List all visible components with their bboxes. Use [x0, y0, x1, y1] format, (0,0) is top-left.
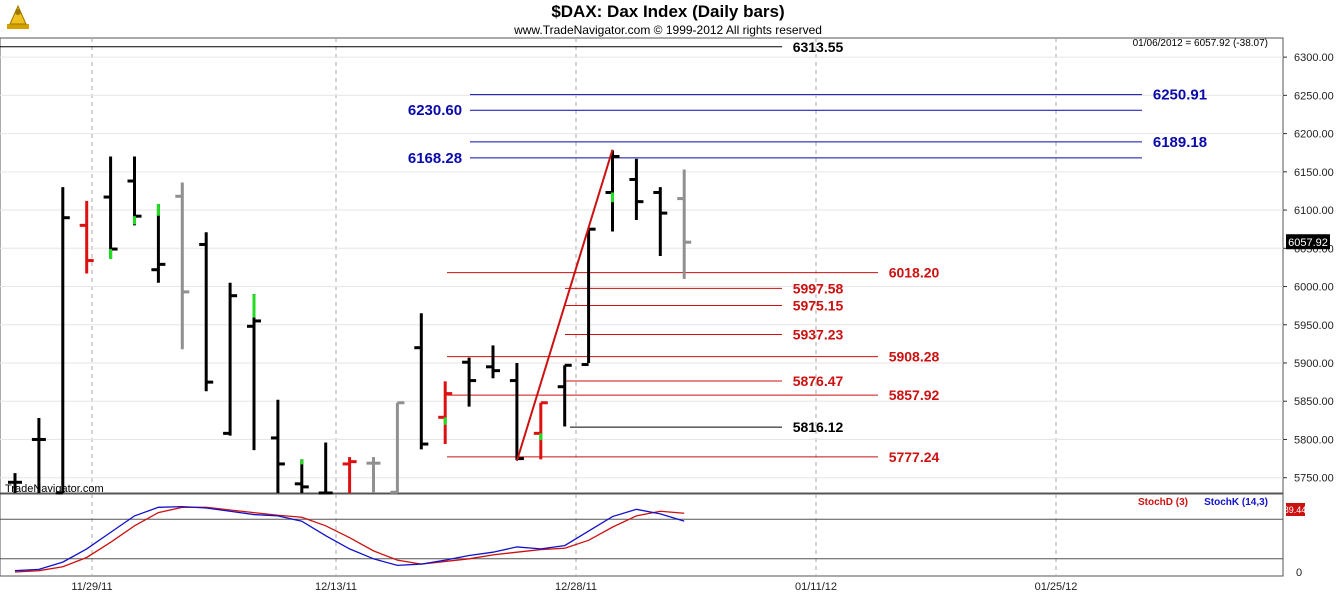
stoch-zero-tick: 0	[1296, 567, 1302, 579]
x-tick-label: 01/11/12	[795, 581, 837, 593]
stoch-panel-frame	[0, 493, 1284, 577]
y-tick-label: 6250.00	[1294, 90, 1334, 102]
ohlc-bar	[270, 399, 285, 493]
level-label: 6250.91	[1153, 87, 1207, 104]
stoch-d-line	[14, 506, 685, 573]
y-tick-label: 6000.00	[1294, 282, 1334, 294]
level-label: 5908.28	[889, 349, 940, 365]
y-tick-label: 6200.00	[1294, 129, 1334, 141]
x-tick-label: 12/28/11	[555, 581, 597, 593]
stoch-readout-text: 89.44	[1284, 505, 1307, 515]
y-tick-label: 5850.00	[1294, 396, 1334, 408]
stoch-k-line	[14, 506, 685, 572]
ohlc-bar	[342, 457, 357, 493]
y-tick-label: 6150.00	[1294, 167, 1334, 179]
price-axis: 6300.006250.006200.006150.006100.006050.…	[1283, 52, 1334, 485]
last-bar-info: 01/06/2012 = 6057.92 (-38.07)	[1133, 38, 1268, 49]
copyright-text: www.TradeNavigator.com © 1999-2012 All r…	[513, 23, 822, 37]
x-tick-label: 11/29/11	[71, 581, 112, 593]
level-label: 6018.20	[889, 265, 940, 281]
ohlc-bar	[79, 200, 94, 274]
y-tick-label: 6300.00	[1294, 52, 1334, 64]
trend-line	[515, 149, 614, 462]
y-tick-label: 5900.00	[1294, 358, 1334, 370]
ohlc-bar	[199, 232, 214, 392]
chart-title: $DAX: Dax Index (Daily bars)	[551, 2, 784, 21]
level-label: 5876.47	[793, 373, 844, 389]
level-label: 5777.24	[889, 449, 940, 465]
ohlc-bar	[533, 401, 548, 460]
stoch-readout: 89.44	[1284, 503, 1307, 516]
ohlc-bar	[175, 182, 190, 350]
ohlc-bar	[103, 156, 118, 259]
stochastic-panel	[14, 506, 685, 573]
ohlc-bar	[605, 150, 620, 232]
ohlc-bar	[581, 227, 596, 367]
level-label: 5997.58	[793, 280, 844, 296]
ohlc-bar	[318, 442, 333, 495]
gridlines	[0, 38, 1283, 576]
ohlc-bar	[438, 381, 453, 445]
date-axis: 11/29/11 12/13/11 12/28/11 01/11/12 01/25/12	[71, 581, 1077, 593]
ohlc-bar	[390, 401, 405, 494]
ohlc-bar	[414, 313, 429, 450]
ohlc-bar	[55, 187, 70, 495]
level-label: 5857.92	[889, 387, 940, 403]
level-label: 5816.12	[793, 419, 844, 435]
ohlc-bar	[366, 457, 381, 493]
ohlc-bar	[151, 203, 166, 283]
ohlc-bar	[247, 294, 261, 451]
ohlc-bar	[8, 473, 22, 493]
last-price-label: 6057.92	[1288, 237, 1328, 249]
price-panel-frame	[0, 37, 1284, 494]
level-label: 5975.15	[793, 298, 844, 314]
stoch-k-legend: StochK (14,3)	[1204, 497, 1268, 508]
y-tick-label: 5950.00	[1294, 320, 1334, 332]
y-tick-label: 6100.00	[1294, 205, 1334, 217]
x-tick-label: 12/13/11	[315, 581, 357, 593]
ohlc-bar	[31, 418, 46, 493]
ohlc-bar	[486, 345, 500, 379]
level-label: 6189.18	[1153, 134, 1207, 151]
ohlc-bar	[127, 156, 142, 226]
level-label: 6313.55	[793, 39, 844, 55]
price-levels: 6313.55 6250.91 6230.60 6189.18 6168.28 6018.…	[0, 39, 1207, 465]
ohlc-bar	[557, 363, 572, 427]
level-label: 6168.28	[408, 150, 462, 167]
ohlc-bar	[677, 169, 692, 279]
ohlc-bar	[653, 187, 668, 256]
last-price-tag: 6057.92	[1286, 234, 1330, 250]
ohlc-bar	[223, 282, 238, 436]
y-tick-label: 5750.00	[1294, 473, 1334, 485]
ohlc-bar	[294, 459, 309, 493]
ohlc-bar	[629, 158, 644, 220]
stoch-d-legend: StochD (3)	[1138, 497, 1188, 508]
ohlc-bars	[8, 150, 692, 495]
ohlc-bar	[462, 357, 477, 407]
y-tick-label: 5800.00	[1294, 434, 1334, 446]
watermark: TradeNavigator.com	[5, 483, 104, 495]
level-label: 6230.60	[408, 102, 462, 119]
level-label: 5937.23	[793, 327, 844, 343]
x-tick-label: 01/25/12	[1035, 581, 1078, 593]
tradenavigator-logo-icon	[5, 4, 31, 34]
